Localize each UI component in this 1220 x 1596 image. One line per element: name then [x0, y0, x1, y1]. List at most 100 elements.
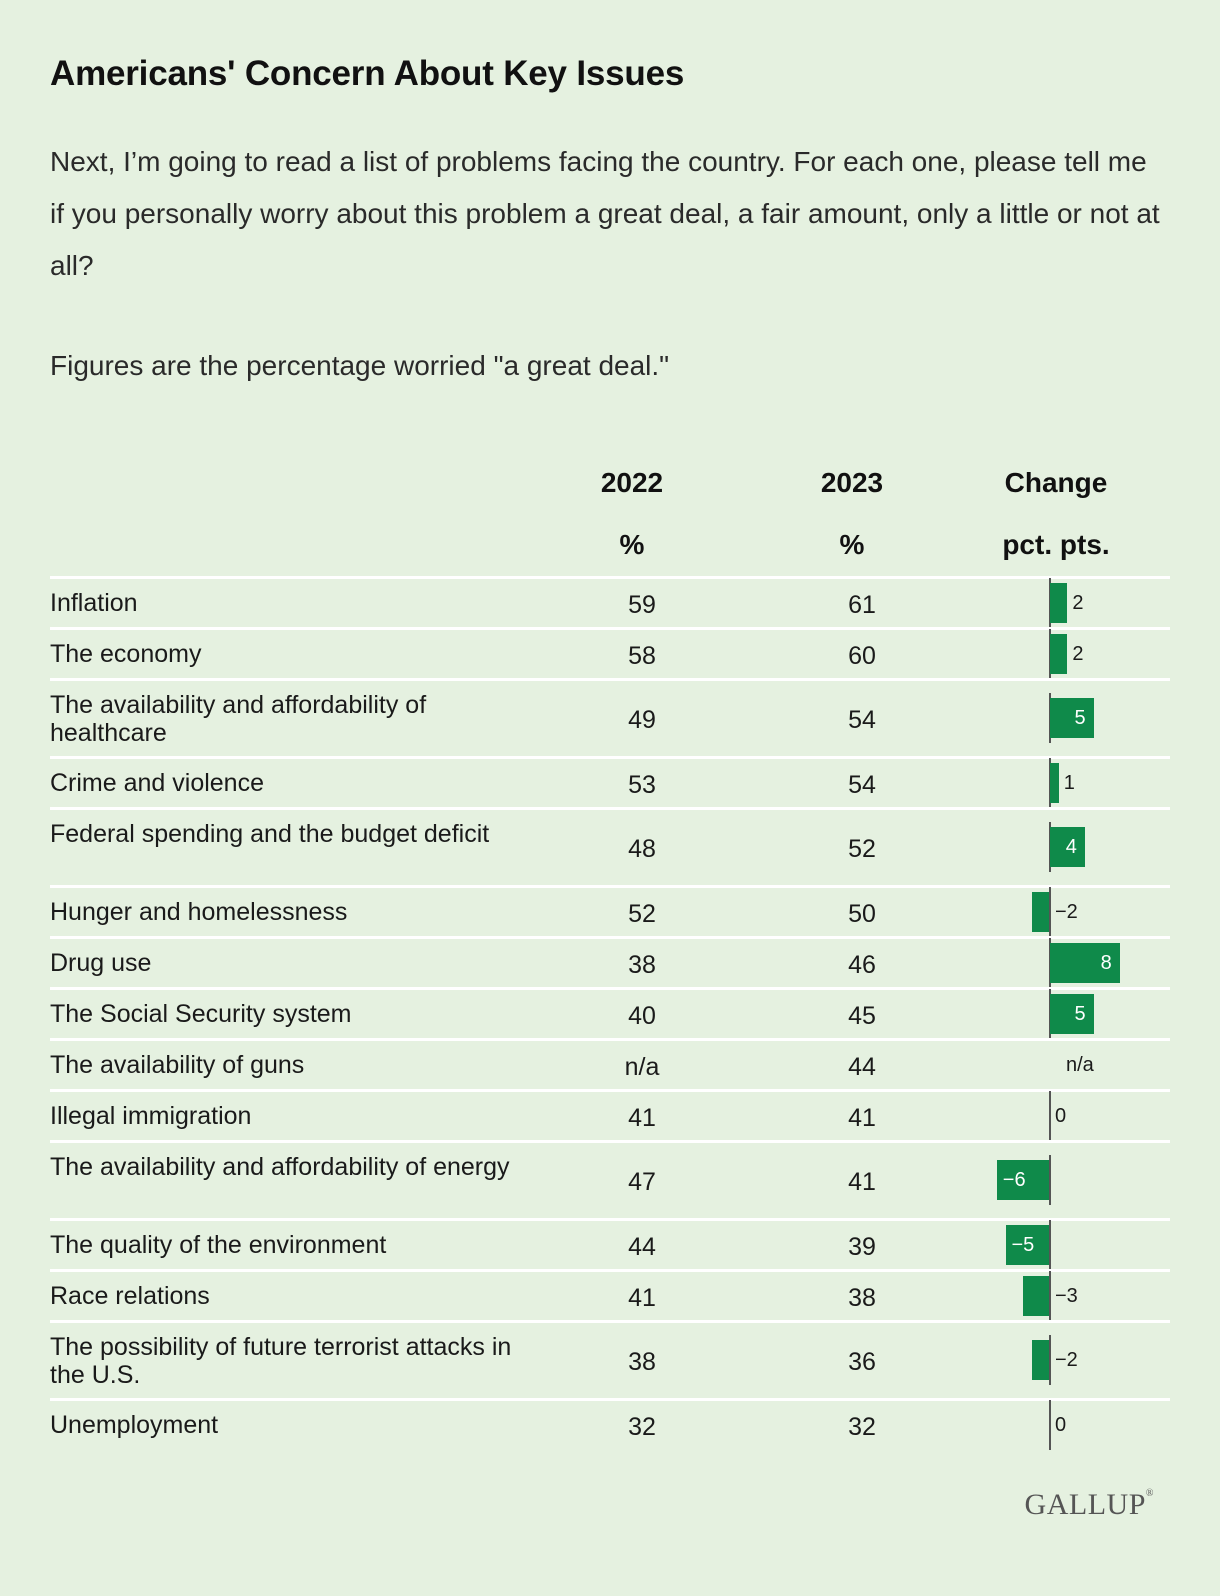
table-row: The quality of the environment 44 39 — [50, 1218, 1170, 1269]
change-value-label: −6 — [1002, 1169, 1026, 1191]
value-2023: 32 — [848, 1412, 876, 1441]
zero-axis-line — [1049, 1090, 1051, 1141]
value-2022: 59 — [628, 590, 656, 619]
table-row: Unemployment 32 32 — [50, 1398, 1170, 1449]
change-value-label: 0 — [1055, 1413, 1067, 1436]
value-2023: 36 — [848, 1348, 876, 1376]
column-header-2023-year: 2023 — [820, 467, 884, 498]
change-bar — [1050, 633, 1068, 674]
value-2022: 44 — [628, 1232, 656, 1261]
value-2023: 60 — [848, 641, 876, 670]
table-row: The possibility of future terrorist atta… — [50, 1320, 1170, 1398]
change-value-label: 5 — [1074, 707, 1086, 729]
value-2023: 44 — [848, 1052, 876, 1081]
change-value-label: −5 — [1011, 1233, 1035, 1256]
table-row: The availability of guns n/a 44 — [50, 1038, 1170, 1089]
table-row: Illegal immigration 41 41 — [50, 1089, 1170, 1140]
change-bar — [1005, 1224, 1049, 1265]
table-row: Drug use 38 46 — [50, 936, 1170, 987]
value-2023: 46 — [848, 950, 876, 979]
change-value-label: 4 — [1065, 836, 1077, 858]
table-row: Hunger and homelessness 52 50 — [50, 885, 1170, 936]
zero-axis-line — [1049, 886, 1051, 937]
value-2023: 54 — [848, 706, 876, 734]
gallup-logo: GALLUP® — [1025, 1488, 1154, 1522]
change-bar — [1022, 1275, 1049, 1316]
change-value-label: n/a — [1066, 1053, 1094, 1076]
value-2022: 52 — [628, 899, 656, 928]
column-header-2022-year: 2022 — [600, 467, 664, 498]
change-bar — [1031, 1340, 1049, 1380]
issue-label: The availability and affordability of he… — [50, 691, 427, 747]
value-2022: 40 — [628, 1001, 656, 1030]
value-2023: 52 — [848, 835, 876, 863]
change-bar — [1031, 891, 1049, 932]
chart-title: Americans' Concern About Key Issues — [50, 54, 685, 93]
change-value-label: −2 — [1055, 900, 1078, 923]
gallup-registered-mark: ® — [1145, 1488, 1154, 1499]
issue-label: Drug use — [50, 949, 152, 977]
value-2022: 41 — [628, 1103, 656, 1132]
value-2022: 47 — [628, 1168, 656, 1196]
issue-label: Unemployment — [50, 1411, 219, 1439]
column-header-change: Change pct. pts. — [966, 468, 1146, 560]
change-value-label: 5 — [1074, 1002, 1086, 1025]
change-value-label: 8 — [1100, 951, 1112, 974]
issue-label: Inflation — [50, 589, 138, 617]
value-2023: 39 — [848, 1232, 876, 1261]
gallup-logo-text: GALLUP — [1024, 1488, 1146, 1521]
value-2022: 38 — [628, 1348, 656, 1376]
value-2023: 38 — [848, 1283, 876, 1312]
issue-label: The economy — [50, 640, 202, 668]
value-2023: 61 — [848, 590, 876, 619]
issue-label: The possibility of future terrorist atta… — [50, 1333, 512, 1389]
zero-axis-line — [1049, 1219, 1051, 1270]
value-2022: 41 — [628, 1283, 656, 1312]
issue-label: The quality of the environment — [50, 1231, 387, 1259]
value-2022: 58 — [628, 641, 656, 670]
table-row: Race relations 41 38 — [50, 1269, 1170, 1320]
change-bar — [1050, 698, 1094, 738]
issue-label: The availability and affordability of en… — [50, 1153, 510, 1181]
issue-label: Hunger and homelessness — [50, 898, 348, 926]
value-2022: 53 — [628, 770, 656, 799]
zero-axis-line — [1049, 1335, 1051, 1385]
change-value-label: −3 — [1055, 1284, 1078, 1307]
change-value-label: 2 — [1072, 591, 1084, 614]
column-header-2023: 2023 % — [762, 468, 942, 560]
column-header-change-unit: pct. pts. — [1002, 529, 1110, 560]
issue-label: The availability of guns — [50, 1051, 305, 1079]
value-2022: n/a — [624, 1052, 660, 1081]
column-header-2023-unit: % — [839, 529, 865, 560]
value-2023: 54 — [848, 770, 876, 799]
issue-label: Illegal immigration — [50, 1102, 252, 1130]
table-row: Crime and violence 53 54 — [50, 756, 1170, 807]
change-value-label: −2 — [1055, 1349, 1078, 1371]
table-row: The economy 58 60 — [50, 627, 1170, 678]
table-row: The availability and affordability of en… — [50, 1140, 1170, 1218]
column-header-2022-unit: % — [619, 529, 645, 560]
value-2022: 48 — [628, 835, 656, 863]
column-header-2022: 2022 % — [542, 468, 722, 560]
change-bar — [1050, 762, 1059, 803]
issue-label: The Social Security system — [50, 1000, 352, 1028]
change-bar — [1050, 827, 1085, 867]
change-value-label: 2 — [1072, 642, 1084, 665]
value-2022: 49 — [628, 706, 656, 734]
issue-label: Race relations — [50, 1282, 210, 1310]
change-value-label: 0 — [1055, 1104, 1067, 1127]
zero-axis-line — [1049, 1270, 1051, 1321]
survey-question: Next, I’m going to read a list of proble… — [50, 146, 1160, 281]
figures-note: Figures are the percentage worried "a gr… — [50, 350, 670, 381]
value-2023: 45 — [848, 1001, 876, 1030]
zero-axis-line — [1049, 1399, 1051, 1450]
table-row: The availability and affordability of he… — [50, 678, 1170, 756]
value-2022: 38 — [628, 950, 656, 979]
change-value-label: 1 — [1063, 771, 1075, 794]
column-header-change-title: Change — [1004, 467, 1108, 498]
change-bar — [1050, 582, 1068, 623]
value-2023: 41 — [848, 1103, 876, 1132]
change-bar — [1050, 942, 1120, 983]
table-row: Inflation 59 61 — [50, 576, 1170, 627]
